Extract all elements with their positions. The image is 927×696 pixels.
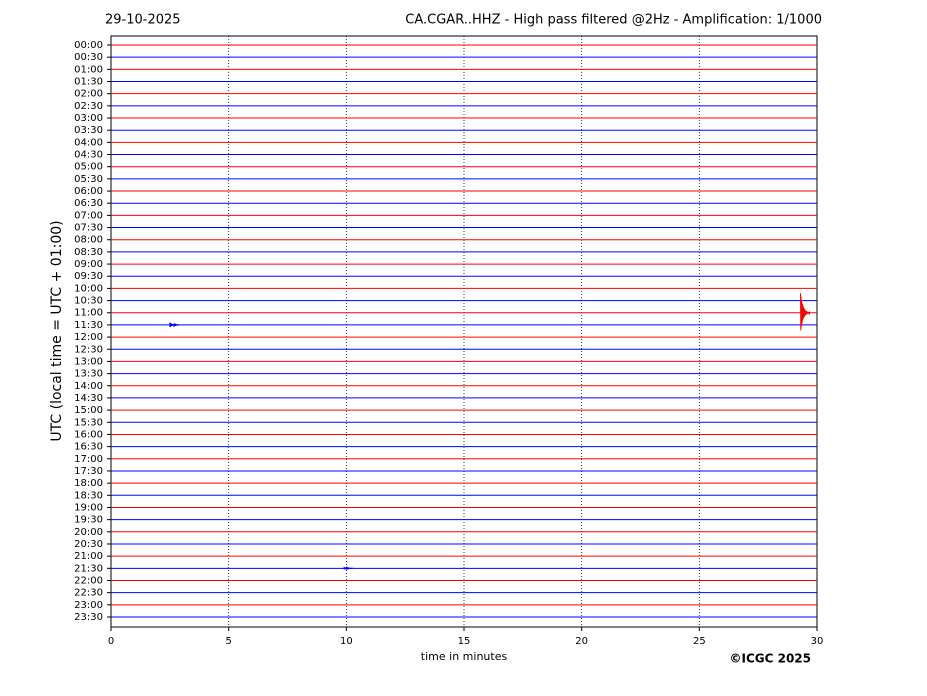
y-tick-label: 12:00 [74, 332, 103, 343]
y-tick-label: 19:30 [74, 515, 103, 526]
y-tick-label: 10:00 [74, 283, 103, 294]
y-tick-label: 11:30 [74, 320, 103, 331]
y-tick-label: 17:30 [74, 466, 103, 477]
y-tick-label: 18:00 [74, 478, 103, 489]
copyright: ©ICGC 2025 [729, 652, 811, 666]
y-tick-label: 05:30 [74, 174, 103, 185]
y-tick-label: 14:00 [74, 381, 103, 392]
y-tick-label: 04:00 [74, 137, 103, 148]
y-tick-label: 09:30 [74, 271, 103, 282]
x-tick-label: 25 [693, 636, 706, 647]
x-tick-label: 5 [225, 636, 231, 647]
y-tick-label: 00:30 [74, 52, 103, 63]
x-tick-label: 30 [811, 636, 824, 647]
y-tick-label: 03:00 [74, 113, 103, 124]
y-tick-label: 14:30 [74, 393, 103, 404]
seismic-event [169, 322, 180, 328]
y-tick-label: 21:30 [74, 563, 103, 574]
y-tick-label: 13:00 [74, 356, 103, 367]
y-tick-label: 01:00 [74, 64, 103, 75]
seismic-event [343, 566, 354, 571]
y-tick-label: 21:00 [74, 551, 103, 562]
x-axis-label: time in minutes [421, 650, 508, 663]
y-tick-label: 20:00 [74, 527, 103, 538]
y-tick-label: 12:30 [74, 344, 103, 355]
y-tick-label: 15:00 [74, 405, 103, 416]
x-tick-label: 15 [458, 636, 471, 647]
y-tick-label: 15:30 [74, 417, 103, 428]
y-tick-label: 03:30 [74, 125, 103, 136]
y-tick-label: 06:30 [74, 198, 103, 209]
y-tick-label: 16:00 [74, 429, 103, 440]
y-tick-label: 07:00 [74, 210, 103, 221]
y-tick-label: 00:00 [74, 40, 103, 51]
y-tick-label: 10:30 [74, 296, 103, 307]
y-tick-label: 19:00 [74, 502, 103, 513]
x-tick-label: 10 [340, 636, 353, 647]
y-tick-label: 08:00 [74, 235, 103, 246]
y-tick-label: 04:30 [74, 150, 103, 161]
x-tick-label: 0 [108, 636, 114, 647]
y-tick-label: 11:00 [74, 308, 103, 319]
y-tick-label: 06:00 [74, 186, 103, 197]
y-tick-label: 22:00 [74, 575, 103, 586]
seismic-event [800, 293, 811, 331]
chart-title: CA.CGAR..HHZ - High pass filtered @2Hz -… [405, 13, 822, 28]
y-tick-label: 22:30 [74, 588, 103, 599]
y-tick-label: 23:00 [74, 600, 103, 611]
y-tick-label: 16:30 [74, 442, 103, 453]
y-tick-label: 09:00 [74, 259, 103, 270]
y-tick-label: 13:30 [74, 369, 103, 380]
y-tick-label: 05:00 [74, 162, 103, 173]
plot-frame [110, 35, 818, 628]
y-axis-label: UTC (local time = UTC + 01:00) [49, 220, 65, 441]
y-tick-label: 23:30 [74, 612, 103, 623]
y-tick-label: 02:00 [74, 89, 103, 100]
x-tick-label: 20 [575, 636, 588, 647]
y-tick-label: 17:00 [74, 454, 103, 465]
y-tick-label: 20:30 [74, 539, 103, 550]
y-tick-label: 18:30 [74, 490, 103, 501]
y-tick-label: 01:30 [74, 77, 103, 88]
y-tick-label: 02:30 [74, 101, 103, 112]
y-tick-label: 08:30 [74, 247, 103, 258]
y-tick-label: 07:30 [74, 223, 103, 234]
date-label: 29-10-2025 [105, 13, 181, 28]
